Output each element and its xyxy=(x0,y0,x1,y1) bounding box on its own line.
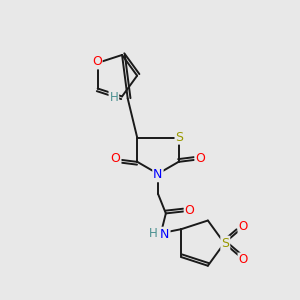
Text: O: O xyxy=(92,56,102,68)
Text: H: H xyxy=(110,91,118,104)
Text: O: O xyxy=(185,204,195,217)
Text: S: S xyxy=(176,130,184,144)
Text: O: O xyxy=(195,152,205,165)
Text: H: H xyxy=(148,227,157,240)
Text: O: O xyxy=(238,254,248,266)
Text: N: N xyxy=(153,168,163,181)
Text: O: O xyxy=(238,220,248,233)
Text: N: N xyxy=(160,228,170,241)
Text: O: O xyxy=(111,152,121,165)
Text: S: S xyxy=(221,237,229,250)
